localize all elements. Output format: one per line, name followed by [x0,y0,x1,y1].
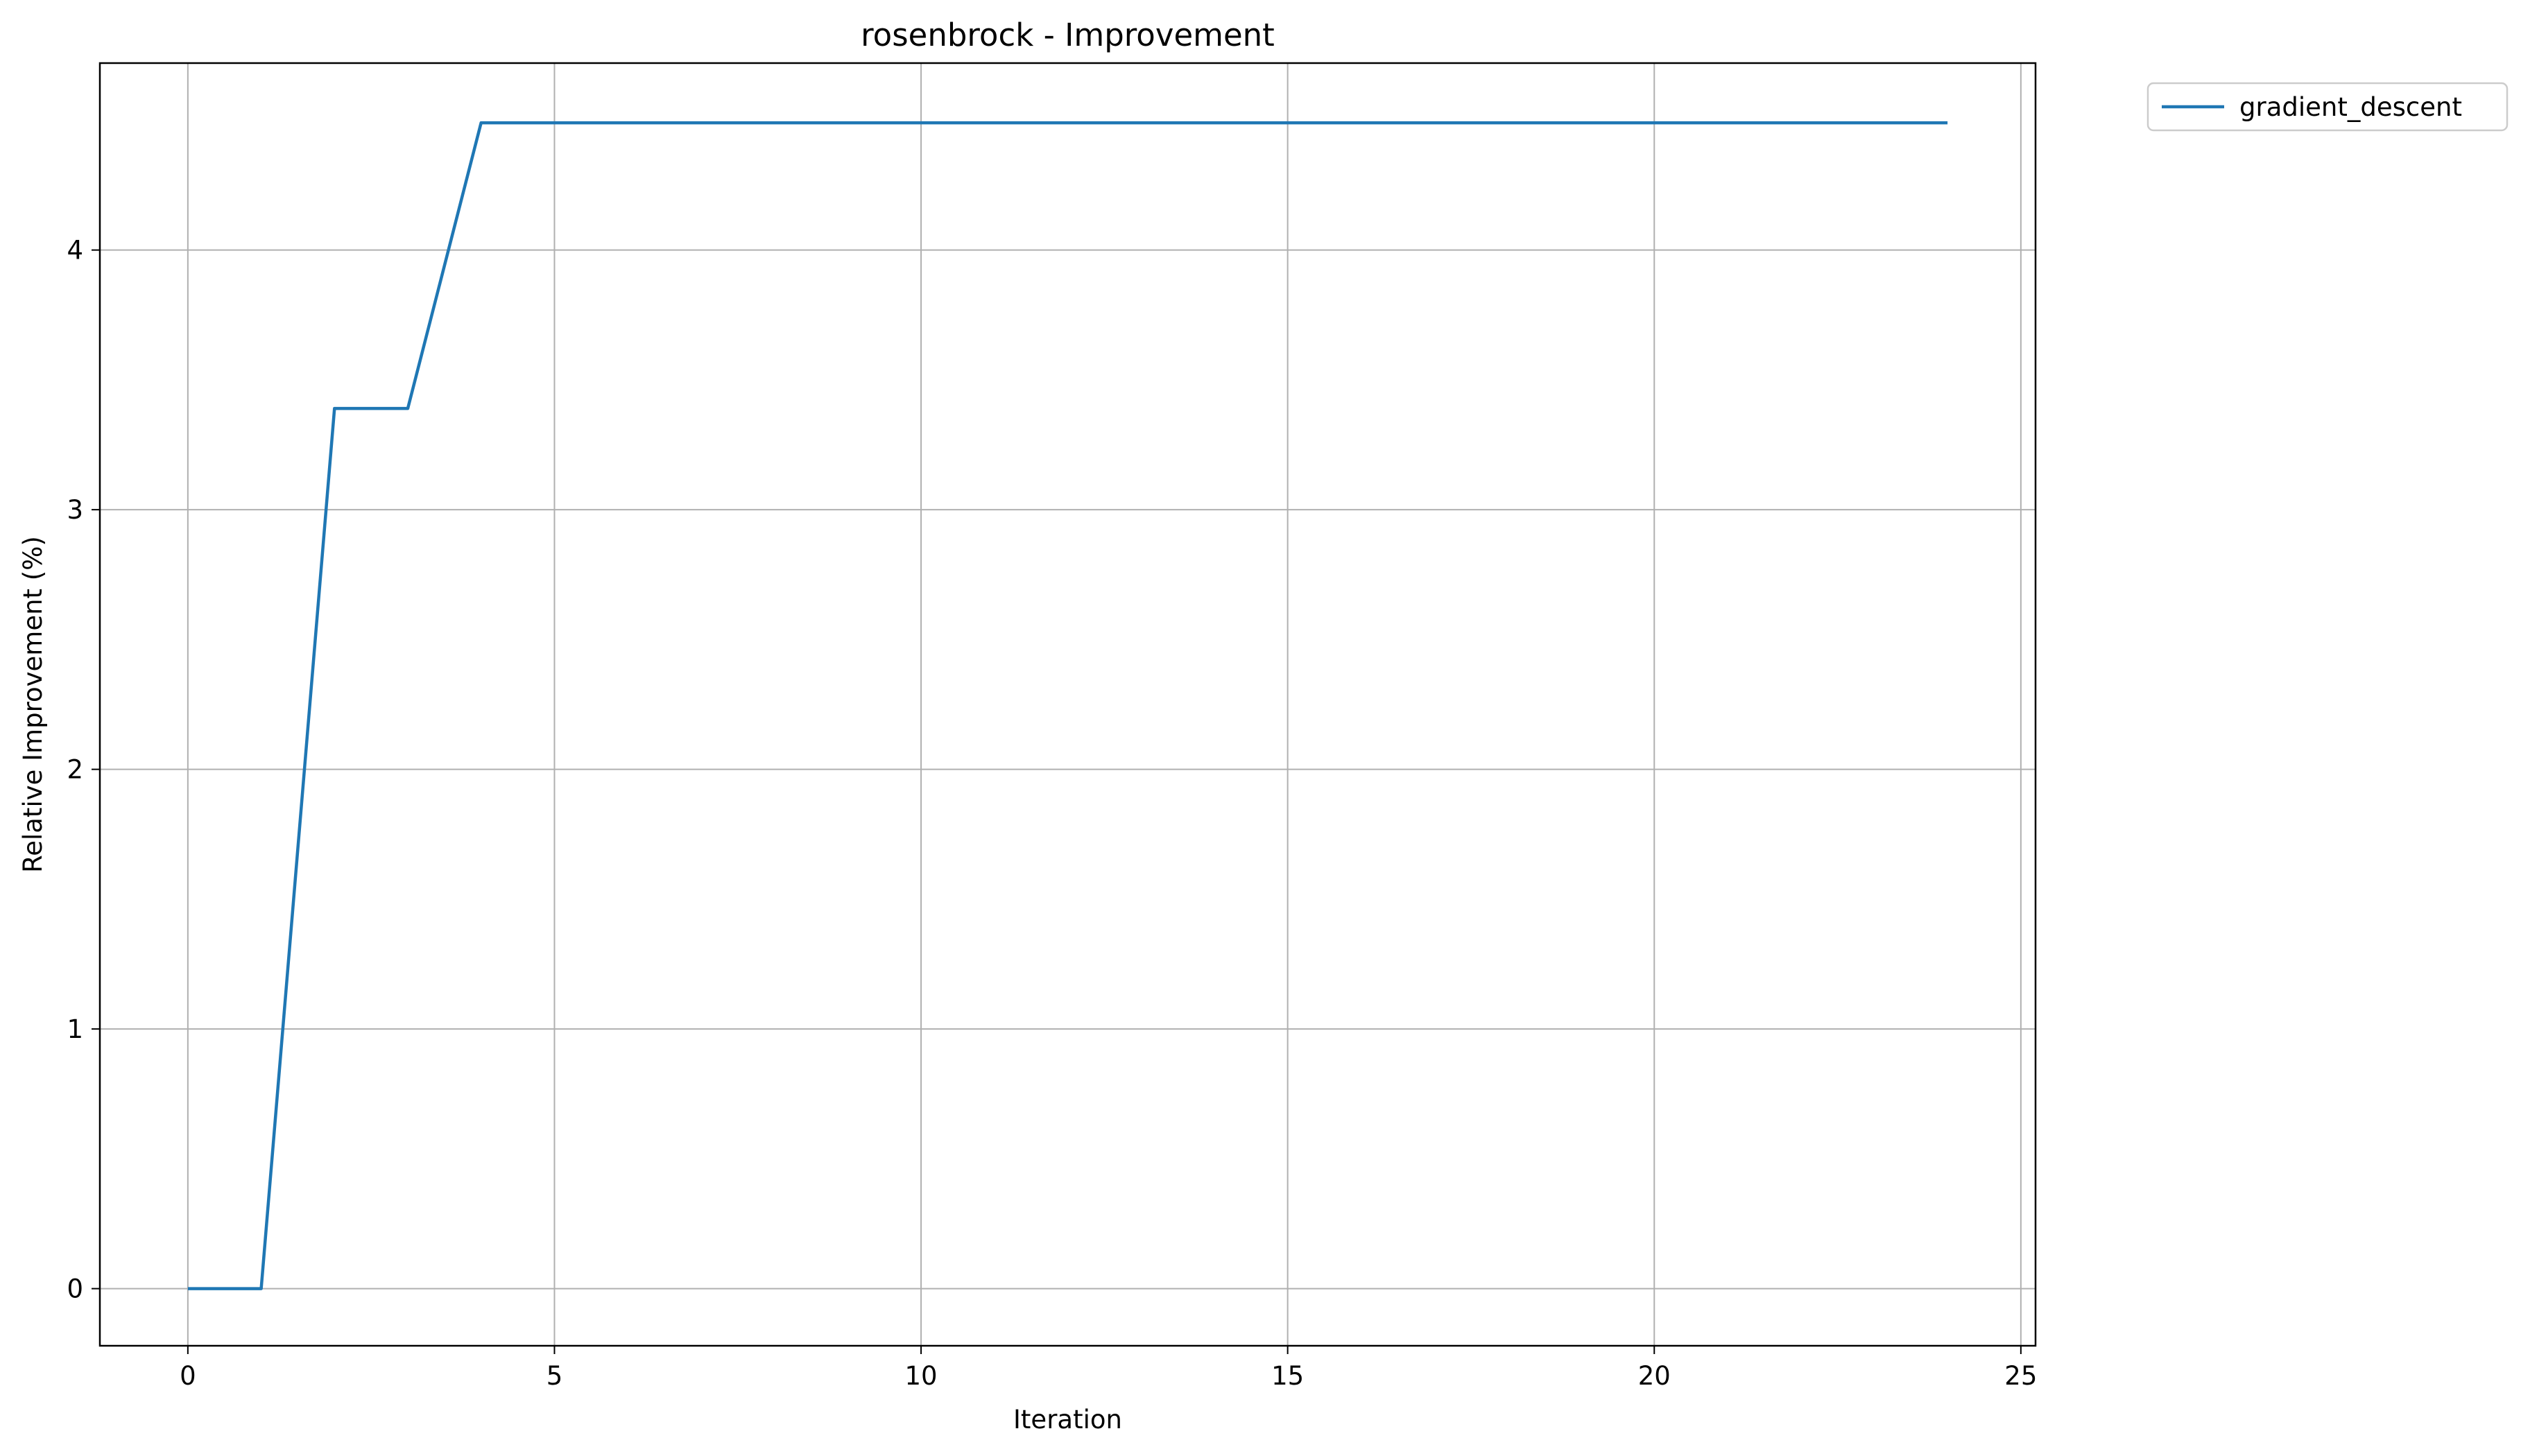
x-axis-label: Iteration [1013,1405,1122,1435]
y-tick-label: 3 [67,495,83,525]
legend: gradient_descent [2146,82,2509,132]
y-tick-label: 1 [67,1014,83,1044]
series-line-gradient_descent [187,121,1948,1290]
ticks: 0 5 10 15 20 25 0 1 2 3 4 [67,236,2037,1391]
x-tick-label: 25 [2004,1361,2037,1391]
x-tick-label: 15 [1271,1361,1304,1391]
chart-title: rosenbrock - Improvement [861,17,1275,53]
plot-frame [98,62,2037,1347]
y-tick-label: 0 [67,1274,83,1304]
grid [100,63,2036,1346]
legend-box [2146,82,2509,132]
x-tick-label: 20 [1638,1361,1671,1391]
x-tick-label: 0 [180,1361,196,1391]
legend-label: gradient_descent [2239,92,2462,122]
x-tick-label: 5 [547,1361,563,1391]
series-layer [187,121,1948,1290]
x-tick-label: 10 [905,1361,938,1391]
y-tick-label: 2 [67,755,83,785]
y-tick-label: 4 [67,236,83,266]
y-axis-label: Relative Improvement (%) [18,536,48,873]
